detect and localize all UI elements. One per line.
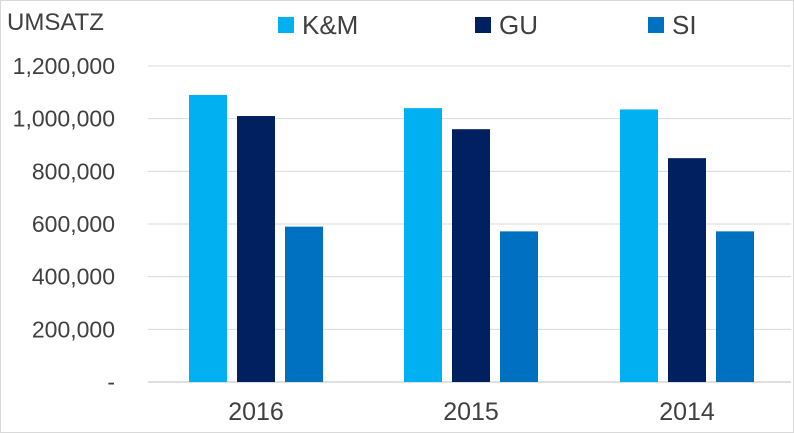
bar-2014-km [620, 109, 658, 382]
legend-label-gu: GU [499, 10, 538, 40]
y-tick-label: 1,000,000 [13, 106, 115, 132]
bar-2015-km [404, 108, 442, 382]
y-tick-label: 400,000 [32, 264, 115, 290]
legend-swatch-gu [475, 17, 491, 33]
y-tick-label: 800,000 [32, 158, 115, 184]
x-tick-label: 2015 [443, 398, 499, 426]
y-tick-label: - [107, 369, 115, 395]
x-tick-label: 2016 [228, 398, 284, 426]
bar-2015-si [500, 231, 538, 382]
legend-label-si: SI [672, 10, 697, 40]
bar-2016-km [189, 94, 227, 382]
bar-2015-gu [452, 129, 490, 382]
x-tick-label: 2014 [659, 398, 715, 426]
y-tick-label: 200,000 [32, 316, 115, 342]
legend-swatch-si [648, 17, 664, 33]
bar-2014-si [716, 231, 754, 382]
y-axis-label: UMSATZ [7, 9, 104, 36]
bar-2016-si [285, 226, 323, 382]
bar-2014-gu [668, 158, 706, 382]
y-tick-label: 1,200,000 [13, 53, 115, 79]
bar-2016-gu [237, 116, 275, 383]
legend-item-gu: GU [475, 12, 538, 38]
legend-item-km: K&M [278, 12, 358, 38]
y-tick-label: 600,000 [32, 211, 115, 237]
legend-swatch-km [278, 17, 294, 33]
legend-label-km: K&M [302, 10, 359, 40]
legend-item-si: SI [648, 12, 697, 38]
